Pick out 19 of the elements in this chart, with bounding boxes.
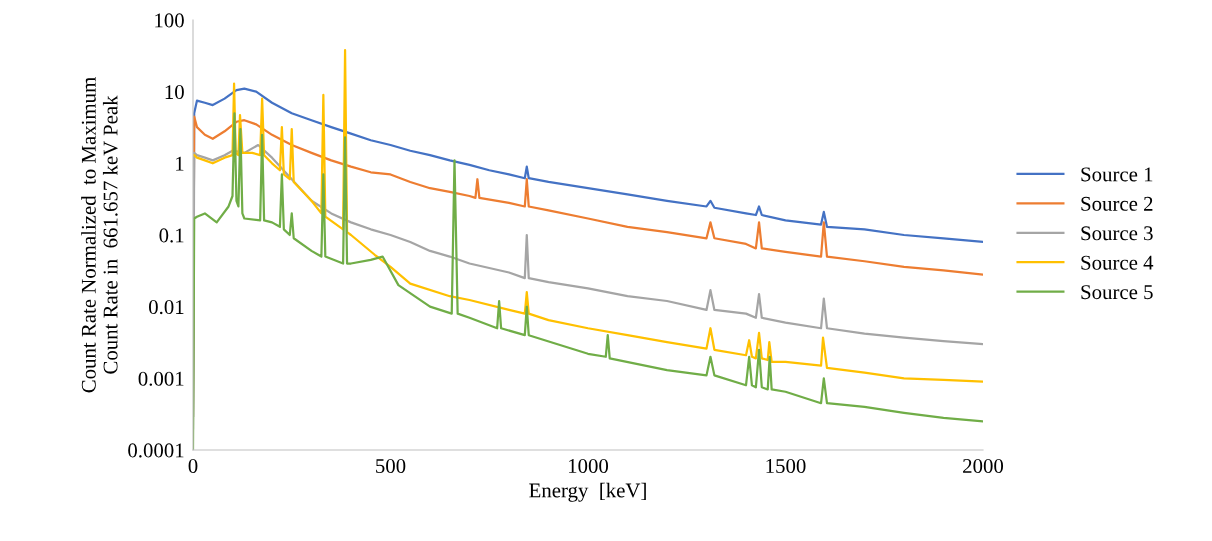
legend-label: Source 5 bbox=[1081, 285, 1153, 300]
legend-label: Source 3 bbox=[1081, 226, 1153, 241]
x-tick-label: 0 bbox=[188, 458, 198, 473]
legend-label: Source 1 bbox=[1081, 167, 1153, 182]
y-tick-label: 100 bbox=[155, 13, 184, 28]
x-tick-label: 500 bbox=[376, 458, 406, 473]
y-tick-label: 10 bbox=[165, 85, 184, 100]
y-axis-title: Count Rate Normalized to Maximum Count Rate in 661.657 keV Peak bbox=[81, 77, 118, 393]
x-tick-label: 1500 bbox=[766, 458, 806, 473]
y-tick-label: 0.001 bbox=[138, 371, 184, 386]
y-tick-label: 0.0001 bbox=[128, 443, 184, 458]
y-tick-label: 1 bbox=[176, 156, 184, 171]
legend-label: Source 2 bbox=[1081, 196, 1153, 211]
y-tick-label: 0.1 bbox=[159, 228, 184, 243]
x-axis-title: Energy [keV] bbox=[529, 482, 646, 502]
y-tick-label: 0.01 bbox=[149, 300, 184, 315]
x-tick-label: 2000 bbox=[963, 458, 1004, 473]
legend-label: Source 4 bbox=[1081, 255, 1154, 270]
x-tick-label: 1000 bbox=[569, 458, 609, 473]
